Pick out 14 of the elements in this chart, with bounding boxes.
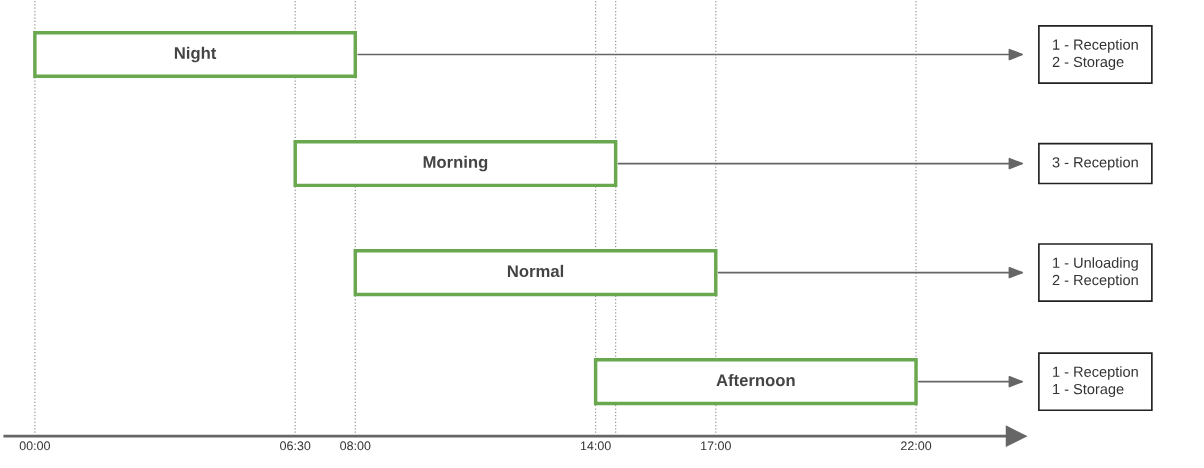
text: 1 - Reception 2 - Storage <box>1052 39 1138 70</box>
x-tick-label: 08:00 <box>340 441 371 451</box>
y-tick-label: Normal <box>507 264 564 278</box>
x-tick-label: 06:30 <box>280 441 311 451</box>
y-tick-label: Night <box>174 46 217 63</box>
y-tick-label: Morning <box>423 155 488 172</box>
x-tick-label: 17:00 <box>701 441 731 451</box>
text: 1 - Reception 1 - Storage <box>1053 366 1138 398</box>
x-tick-label: 00:00 <box>19 441 51 451</box>
x-tick-label: 14:00 <box>580 441 611 451</box>
x-tick-label: 22:00 <box>901 441 932 451</box>
y-tick-label: Afternoon <box>716 373 795 387</box>
text: 3 - Reception <box>1052 156 1138 171</box>
text: 1 - Unloading 2 - Reception <box>1052 257 1138 289</box>
